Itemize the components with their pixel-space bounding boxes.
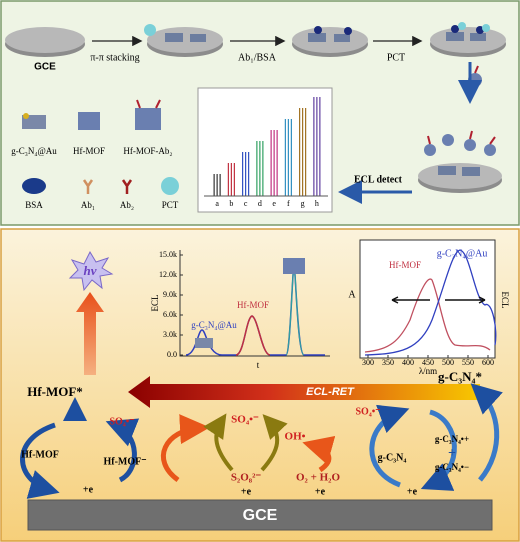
tick-label: 6.0k [163,310,177,319]
electrode-bar [27,499,493,531]
electron: +e [407,486,418,497]
species: g-C₃N₄ [378,452,407,463]
axis-arrow [391,296,430,304]
step-label: ECL detect [354,174,403,185]
tick-label: 450 [422,358,434,367]
electron: +e [315,486,326,497]
cycle-arrow [369,404,410,488]
ret-arrow [128,376,480,408]
legend-label: Ab₁ [81,200,95,210]
step-label: π-π stacking [90,52,139,63]
cycle-arrow [203,413,234,472]
annotation: g-C₃N₄@Au [437,248,488,259]
inset-label: g [301,199,305,208]
spectra-inset [359,239,496,359]
species: Hf-MOF⁻ [103,456,146,467]
inset-label: f [287,199,290,208]
tick-label: 0.0 [167,350,177,359]
tick-label: 300 [362,358,374,367]
tick-label: 350 [382,358,394,367]
inset-label: b [229,199,233,208]
species: S₂O₈²⁻ [231,472,262,484]
annotation: g-C₃N₄@Au [191,320,237,330]
tick-label: 550 [462,358,474,367]
legend-label: g-C₃N₄@Au [11,146,57,156]
species: O₂ + H₂O [296,472,340,484]
tick-label: 3.0k [163,330,177,339]
absorbance-curve [364,278,491,353]
tick-label: 600 [482,358,494,367]
cycle-arrow [260,414,288,472]
species: g-C₃N₄•+ [435,434,469,444]
electron: +e [83,484,94,495]
legend-label: Hf-MOF [73,146,105,156]
legend-label: Ab₂ [120,200,134,210]
cycle-arrow [420,409,457,491]
emission-star [68,250,114,292]
electrode-label: GCE [34,62,56,73]
step-label: Ab₁/BSA [238,52,277,63]
step-label: PCT [387,52,405,63]
cycle-arrow [470,383,503,482]
electrodes [5,22,506,193]
legend-icons [22,99,179,195]
legend-label: BSA [25,200,43,210]
tick-label: 12.0k [159,270,177,279]
signal-inset [197,87,333,213]
inset-label: a [215,199,219,208]
emission-label: hν [84,263,97,278]
species: g-C₃N₄•− [435,462,469,472]
electrode-label: GCE [243,507,278,524]
inset-label: c [244,199,248,208]
emission-arrow [76,292,104,375]
inset-label: d [258,199,262,208]
annotation: Hf-MOF [389,260,421,270]
axis-label: ECL [150,295,160,312]
species: SO₄•⁻ [355,406,380,417]
species: Hf-MOF [21,449,59,460]
tick-label: 9.0k [163,290,177,299]
annotation: Hf-MOF [237,300,269,310]
tick-label: 15.0k [159,250,177,259]
ecl-curve [364,249,497,356]
cycle-arrow [160,414,210,483]
legend-label: Hf-MOF-Ab₂ [123,146,172,156]
inset-label: h [315,199,319,208]
inset-label: e [272,199,276,208]
species: Hf-MOF* [27,384,83,399]
tick-label: 500 [442,358,454,367]
legend-label: PCT [162,200,179,210]
axis-label: λ/nm [419,366,437,376]
axis-label: A [348,289,356,300]
cycle-arrow [20,422,60,499]
species: + [448,446,456,461]
axis-label: t [257,360,260,370]
signal-spikes [204,97,328,197]
axis-label: ECL [500,292,510,309]
ret-label: ECL-RET [306,386,355,398]
species: SO₄•⁻ [231,414,259,426]
electron: +e [241,486,252,497]
species: g-C₃N₄* [438,369,482,384]
cycle-arrow [105,418,140,483]
axis-arrow [445,296,486,304]
cycle-arrow [302,435,336,473]
species: SO₄•⁻ [109,416,134,427]
species: OH• [285,431,306,443]
ecl-inset [179,250,330,357]
tick-label: 400 [402,358,414,367]
